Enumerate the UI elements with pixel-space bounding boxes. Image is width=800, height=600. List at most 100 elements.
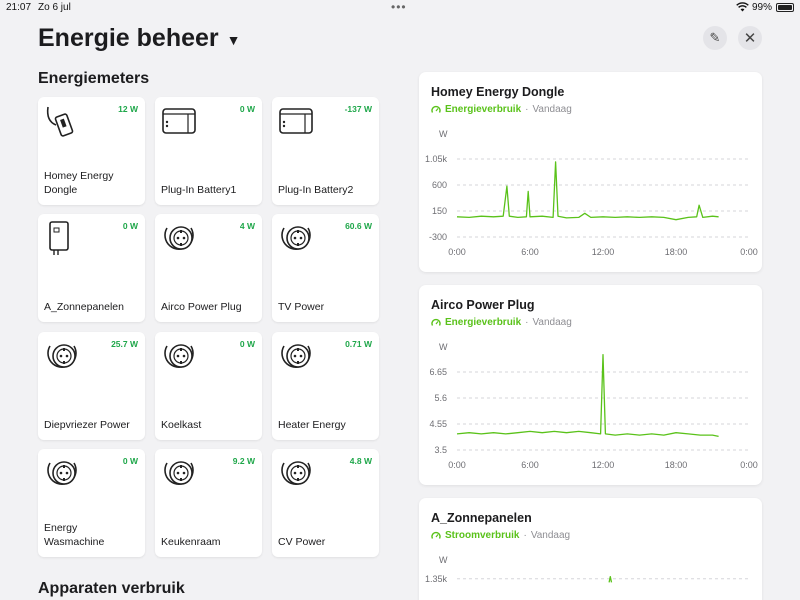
chart-period: Vandaag xyxy=(530,530,571,541)
meter-name: Heater Energy xyxy=(278,419,346,431)
meter-watt: 25.7 W xyxy=(111,339,138,349)
battery-icon xyxy=(161,103,197,139)
plug-icon xyxy=(161,338,197,374)
meter-watt: 9.2 W xyxy=(232,456,255,466)
meter-name: Energy Wasmachine xyxy=(44,522,105,548)
meter-name: Airco Power Plug xyxy=(161,301,242,313)
chart-title: Homey Energy Dongle xyxy=(431,85,565,99)
plug-icon xyxy=(278,220,314,256)
battery-icon xyxy=(278,103,314,139)
plug-icon xyxy=(161,455,197,491)
chart-card[interactable]: Airco Power Plug Energieverbruik · Vandaag W… xyxy=(419,285,762,485)
status-date: Zo 6 jul xyxy=(38,2,71,13)
meter-watt: 4.8 W xyxy=(349,456,372,466)
meter-tile[interactable]: 25.7 W Diepvriezer Power xyxy=(38,332,145,440)
meter-tile[interactable]: 4 W Airco Power Plug xyxy=(155,214,262,322)
chevron-down-icon[interactable]: ▼ xyxy=(226,31,241,48)
chart-title: A_Zonnepanelen xyxy=(431,511,532,525)
meter-tile[interactable]: 0.71 W Heater Energy xyxy=(272,332,379,440)
meter-watt: 12 W xyxy=(118,104,138,114)
y-tick-label: 4.55 xyxy=(429,419,447,429)
chart-metric: Stroomverbruik xyxy=(445,530,520,541)
meter-tile[interactable]: 0 W Plug-In Battery1 xyxy=(155,97,262,205)
edit-button[interactable]: ✎ xyxy=(703,26,727,50)
meter-tile[interactable]: 0 W A_Zonnepanelen xyxy=(38,214,145,322)
page-title[interactable]: Energie beheer ▼ xyxy=(38,24,241,53)
plug-icon xyxy=(161,220,197,256)
chart-card[interactable]: Homey Energy Dongle Energieverbruik · Vanda… xyxy=(419,72,762,272)
gauge-icon xyxy=(431,318,441,326)
section-title-apparaten-verbruik: Apparaten verbruik xyxy=(38,580,185,597)
meter-tile[interactable]: 0 W Energy Wasmachine xyxy=(38,449,145,557)
status-time: 21:07 xyxy=(6,2,32,13)
inverter-icon xyxy=(44,220,80,256)
x-tick-label: 0:00 xyxy=(448,460,466,470)
meter-name: Plug-In Battery1 xyxy=(161,184,237,196)
y-tick-label: 600 xyxy=(432,180,447,190)
y-tick-label: 1.35k xyxy=(425,574,448,584)
meter-name: Diepvriezer Power xyxy=(44,419,130,431)
meter-tile[interactable]: 12 W Homey Energy Dongle xyxy=(38,97,145,205)
x-tick-label: 18:00 xyxy=(665,247,688,257)
x-tick-label: 0:00 xyxy=(740,460,758,470)
dongle-icon xyxy=(44,103,80,139)
multitask-dots-icon[interactable]: ••• xyxy=(391,0,407,14)
meter-tile[interactable]: 4.8 W CV Power xyxy=(272,449,379,557)
series-line xyxy=(456,161,719,221)
x-tick-label: 12:00 xyxy=(592,460,615,470)
separator-dot: · xyxy=(525,104,529,115)
chart-metric: Energieverbruik xyxy=(445,317,522,328)
y-tick-label: 5.6 xyxy=(434,393,447,403)
section-title-energiemeters: Energiemeters xyxy=(38,70,150,87)
meter-watt: 0 W xyxy=(239,339,255,349)
series-line xyxy=(608,575,613,583)
x-tick-label: 0:00 xyxy=(740,247,758,257)
meter-watt: -137 W xyxy=(344,104,372,114)
plug-icon xyxy=(278,338,314,374)
line-chart: W6.655.64.553.50:00 6:00 12:00 18:00 0:00 xyxy=(429,342,758,470)
meter-name: Plug-In Battery2 xyxy=(278,184,354,196)
wifi-icon xyxy=(736,2,749,12)
page-title-text: Energie beheer xyxy=(38,24,219,52)
meter-name: Homey Energy Dongle xyxy=(44,170,114,196)
battery-icon xyxy=(776,3,794,12)
separator-dot: · xyxy=(525,317,529,328)
meter-watt: 0 W xyxy=(122,456,138,466)
meter-watt: 0 W xyxy=(122,221,138,231)
meter-watt: 4 W xyxy=(239,221,255,231)
x-tick-label: 18:00 xyxy=(665,460,688,470)
meter-tile[interactable]: -137 W Plug-In Battery2 xyxy=(272,97,379,205)
x-tick-label: 6:00 xyxy=(521,247,539,257)
meter-tile[interactable]: 60.6 W TV Power xyxy=(272,214,379,322)
y-tick-label: 150 xyxy=(432,206,447,216)
plug-icon xyxy=(44,455,80,491)
y-axis-unit: W xyxy=(439,129,448,139)
close-button[interactable]: ✕ xyxy=(738,26,762,50)
separator-dot: · xyxy=(523,530,527,541)
chart-title: Airco Power Plug xyxy=(431,298,535,312)
chart-metric: Energieverbruik xyxy=(445,104,522,115)
meter-name: TV Power xyxy=(278,301,325,313)
meter-watt: 60.6 W xyxy=(345,221,372,231)
chart-subtitle: Stroomverbruik · Vandaag xyxy=(431,530,570,541)
gauge-icon xyxy=(431,105,441,113)
chart-subtitle: Energieverbruik · Vandaag xyxy=(431,317,572,328)
y-tick-label: 6.65 xyxy=(429,367,447,377)
plug-icon xyxy=(278,455,314,491)
meter-tile[interactable]: 9.2 W Keukenraam xyxy=(155,449,262,557)
battery-percentage: 99% xyxy=(752,2,773,13)
chart-period: Vandaag xyxy=(532,104,572,115)
meter-tile[interactable]: 0 W Koelkast xyxy=(155,332,262,440)
y-axis-unit: W xyxy=(439,342,448,352)
chart-card[interactable]: A_Zonnepanelen Stroomverbruik · Vandaag W 1.3… xyxy=(419,498,762,600)
x-tick-label: 12:00 xyxy=(592,247,615,257)
gauge-icon xyxy=(431,531,441,539)
status-bar: 21:07 Zo 6 jul ••• 99% xyxy=(0,0,800,16)
x-tick-label: 0:00 xyxy=(448,247,466,257)
series-line xyxy=(456,354,719,438)
meter-name: CV Power xyxy=(278,536,326,548)
chart-subtitle: Energieverbruik · Vandaag xyxy=(431,104,572,115)
x-tick-label: 6:00 xyxy=(521,460,539,470)
meter-name: Keukenraam xyxy=(161,536,221,548)
chart-period: Vandaag xyxy=(532,317,572,328)
